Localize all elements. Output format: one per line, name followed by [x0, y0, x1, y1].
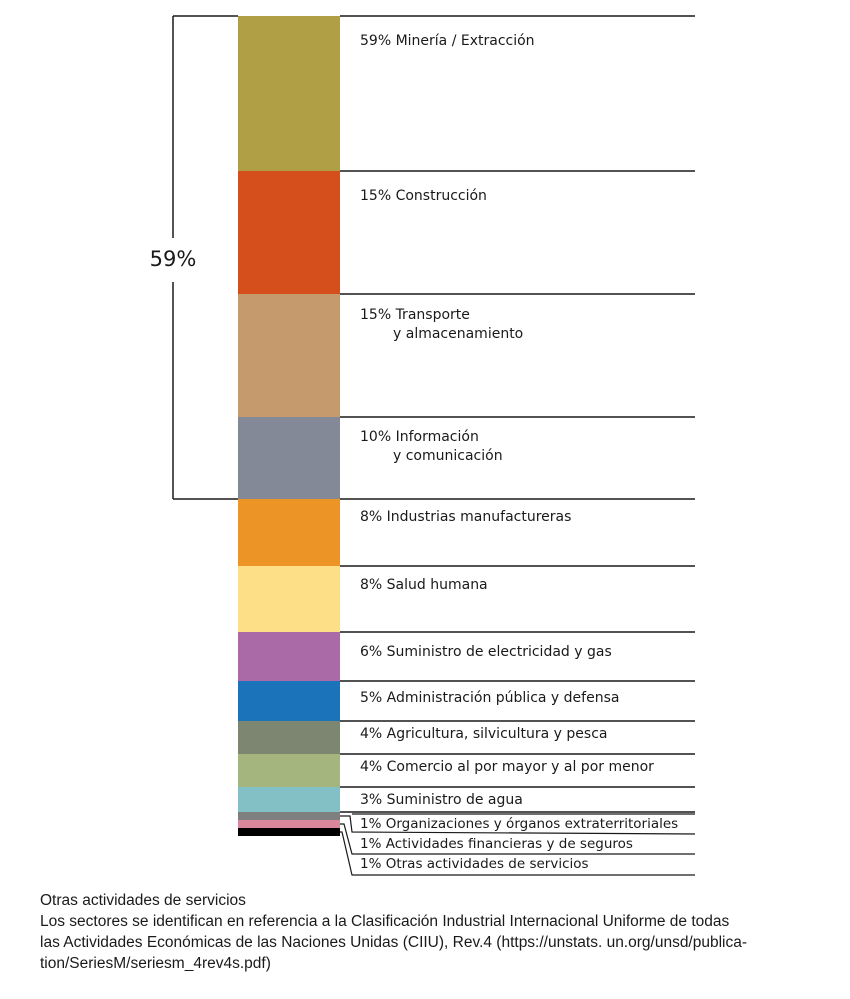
stacked-bar-chart: 59% Minería / Extracción 15% Construcción…	[150, 15, 696, 876]
bar-segment-11	[238, 787, 340, 812]
segment-label-1: 59% Minería / Extracción	[360, 33, 535, 49]
bar-segment-3	[238, 294, 340, 417]
bar-segment-1	[238, 16, 340, 171]
bracket-label: 59%	[150, 247, 197, 271]
bar-segment-10	[238, 754, 340, 787]
leader-line-12	[340, 815, 696, 835]
segment-label-12: 1% Organizaciones y órganos extraterrito…	[360, 816, 678, 832]
bar-segment-4	[238, 417, 340, 499]
bar-segment-9	[238, 721, 340, 754]
segment-label-2: 15% Construcción	[360, 188, 487, 204]
segment-label-6: 8% Salud humana	[360, 577, 488, 593]
segment-label-7: 6% Suministro de electricidad y gas	[360, 644, 612, 660]
segment-label-5: 8% Industrias manufactureras	[360, 509, 571, 525]
footnote-title: Otras actividades de servicios	[40, 892, 246, 909]
segment-label-10: 4% Comercio al por mayor y al por menor	[360, 759, 654, 775]
footnote-line-3: tion/SeriesM/seriesm_4rev4s.pdf)	[40, 955, 271, 972]
bar-segment-8	[238, 681, 340, 721]
bar-segment-14	[238, 828, 340, 836]
leader-line-14	[340, 831, 695, 876]
bar-segment-12	[238, 812, 340, 820]
segment-label-4: 10% Información y comunicación	[360, 429, 503, 464]
segment-label-13: 1% Actividades financieras y de seguros	[360, 836, 633, 852]
bar-segment-7	[238, 632, 340, 681]
bar-segment-6	[238, 566, 340, 632]
segment-label-8: 5% Administración pública y defensa	[360, 690, 619, 706]
segment-label-11: 3% Suministro de agua	[360, 792, 523, 808]
leader-line-13	[340, 823, 695, 855]
segment-label-14: 1% Otras actividades de servicios	[360, 856, 589, 872]
footnote: Otras actividades de servicios Los secto…	[40, 890, 830, 974]
bar-segment-13	[238, 820, 340, 828]
footnote-line-2: las Actividades Económicas de las Nacion…	[40, 934, 748, 951]
footnote-line-1: Los sectores se identifican en referenci…	[40, 913, 730, 930]
bar-segment-2	[238, 171, 340, 294]
segment-label-9: 4% Agricultura, silvicultura y pesca	[360, 726, 608, 742]
bar-segment-5	[238, 499, 340, 566]
segment-label-3: 15% Transporte y almacenamiento	[360, 307, 523, 342]
